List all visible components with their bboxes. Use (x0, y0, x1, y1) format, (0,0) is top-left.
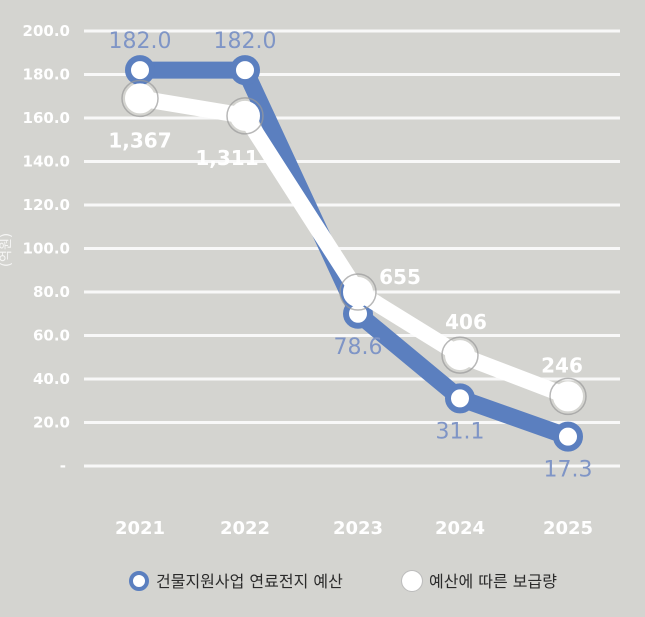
legend-supply-marker-icon (402, 571, 422, 591)
data-point-supply (553, 381, 583, 412)
data-label-budget: 182.0 (109, 29, 172, 54)
y-tick-label: 100.0 (23, 240, 70, 258)
data-labels: 182.0 182.0 78.6 31.1 17.3 1,367 1,311 655 406 24… (108, 29, 592, 482)
y-axis-unit-label: (억원) (0, 233, 14, 267)
data-label-supply: 406 (445, 310, 487, 334)
x-tick-label: 2025 (543, 518, 593, 539)
point-halo (121, 79, 159, 118)
data-label-budget: 31.1 (436, 419, 485, 444)
point-halo (339, 273, 377, 311)
series (121, 55, 587, 452)
data-label-supply: 1,367 (108, 128, 171, 152)
y-tick-label: 140.0 (23, 153, 70, 171)
y-tick-label: 40.0 (33, 370, 70, 388)
legend-supply-label: 예산에 따른 보급량 (429, 572, 557, 591)
data-point-supply (230, 100, 260, 131)
legend-budget-marker-icon (129, 571, 149, 591)
point-halo (549, 377, 587, 416)
legend-item-budget: 건물지원사업 연료전지 예산 (129, 571, 343, 591)
y-axis-ticks: 200.0 180.0 160.0 140.0 120.0 100.0 80.0 60.0 40… (23, 22, 70, 475)
y-tick-label: 120.0 (23, 196, 70, 214)
x-axis-ticks: 2021 2022 2023 2024 2025 (115, 518, 593, 539)
x-tick-label: 2024 (435, 518, 485, 539)
data-label-supply: 246 (541, 353, 583, 377)
data-label-supply: 655 (379, 265, 421, 289)
data-point-supply (445, 340, 475, 371)
legend-budget-label: 건물지원사업 연료전지 예산 (156, 572, 343, 591)
x-tick-label: 2022 (220, 518, 270, 539)
legend: 건물지원사업 연료전지 예산 예산에 따른 보급량 (129, 570, 557, 592)
legend-supply-marker-outline (401, 570, 423, 592)
x-tick-label: 2023 (333, 518, 383, 539)
data-point-supply (343, 277, 373, 307)
y-tick-label: - (60, 457, 66, 475)
data-point-budget (445, 383, 475, 414)
data-label-budget: 17.3 (544, 458, 593, 483)
y-tick-label: 60.0 (33, 327, 70, 345)
point-halo (441, 336, 479, 374)
y-tick-label: 20.0 (33, 414, 70, 432)
series-line-budget (131, 61, 577, 446)
data-label-budget: 182.0 (214, 29, 277, 54)
legend-item-supply: 예산에 따른 보급량 (401, 570, 557, 592)
y-tick-label: 160.0 (23, 109, 70, 127)
data-point-budget (125, 55, 155, 86)
point-halo (226, 97, 264, 135)
data-point-supply (125, 83, 155, 114)
data-label-supply: 1,311 (195, 146, 258, 170)
x-tick-label: 2021 (115, 518, 165, 539)
y-tick-label: 200.0 (23, 22, 70, 40)
y-tick-label: 80.0 (33, 283, 70, 301)
data-point-budget (230, 55, 260, 86)
data-point-budget (553, 421, 583, 452)
y-tick-label: 180.0 (23, 66, 70, 84)
data-label-budget: 78.6 (334, 335, 383, 360)
